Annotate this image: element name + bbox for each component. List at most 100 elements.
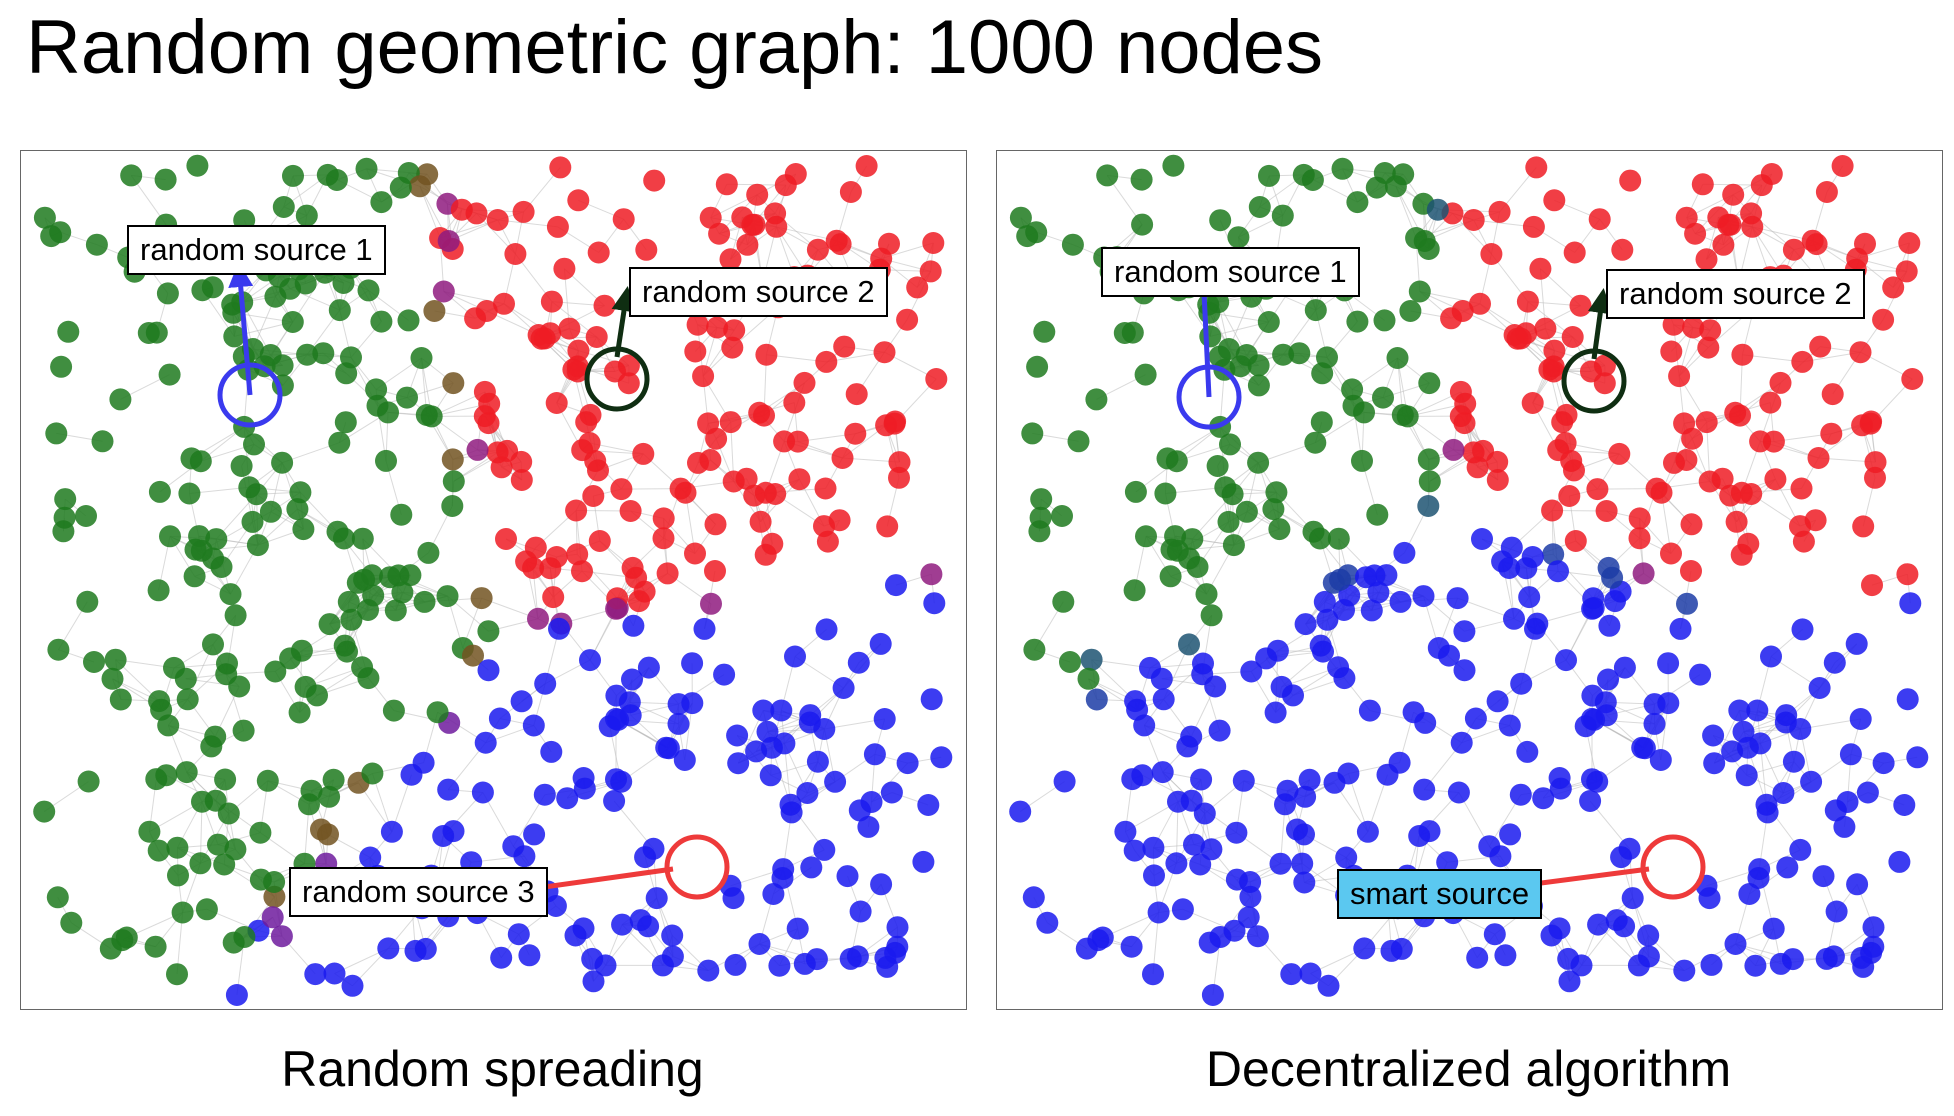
graph-node (1728, 699, 1751, 722)
graph-node (1516, 290, 1539, 313)
graph-node (1366, 503, 1389, 526)
graph-node (1085, 388, 1108, 411)
graph-node (1789, 718, 1812, 740)
graph-node (1282, 684, 1304, 707)
graph-node (189, 450, 212, 473)
graph-node (1486, 469, 1509, 491)
graph-node (264, 285, 287, 308)
graph-node (1608, 442, 1631, 465)
graph-node (844, 422, 867, 445)
graph-node (1351, 449, 1373, 472)
graph-node (1206, 455, 1229, 477)
graph-node (189, 852, 212, 875)
graph-node (869, 632, 892, 655)
graph-node (1021, 422, 1044, 445)
graph-node (1346, 191, 1369, 214)
graph-node (1304, 431, 1327, 454)
graph-node (178, 482, 201, 505)
graph-node (47, 638, 70, 661)
graph-node (357, 667, 380, 690)
graph-node (1276, 779, 1299, 802)
graph-node (1649, 749, 1672, 771)
graph-node (224, 604, 247, 627)
graph-node (312, 342, 335, 365)
graph-node (486, 209, 509, 231)
graph-node (839, 947, 862, 970)
graph-node (923, 592, 946, 615)
graph-node (1500, 536, 1523, 559)
graph-node (771, 867, 794, 889)
graph-node (1697, 336, 1720, 359)
graph-node (1510, 672, 1533, 695)
node-layer (1009, 154, 1929, 1006)
graph-node (1682, 316, 1705, 339)
graph-node (230, 455, 253, 477)
graph-node (282, 164, 304, 187)
graph-node (1313, 590, 1336, 613)
graph-node (1849, 708, 1872, 730)
graph-node (1809, 335, 1832, 358)
graph-node (1856, 781, 1879, 804)
graph-node (328, 431, 351, 454)
graph-node (1239, 871, 1262, 893)
graph-node (176, 688, 199, 711)
graph-node (1272, 343, 1295, 366)
graph-node (681, 652, 704, 675)
graph-node (1719, 484, 1742, 507)
graph-node (243, 433, 265, 456)
graph-node (545, 392, 568, 414)
graph-node (1789, 515, 1811, 538)
graph-node (249, 821, 272, 844)
graph-node (1298, 768, 1321, 791)
graph-node (1486, 450, 1509, 473)
graph-node (1680, 560, 1702, 582)
graph-node (1820, 422, 1843, 445)
graph-node (1769, 952, 1792, 975)
graph-node (587, 241, 610, 264)
graph-node (1396, 405, 1419, 428)
graph-panel-decentralized: random source 1 random source 2 smart so… (996, 150, 1943, 1010)
graph-node (1746, 699, 1769, 722)
graph-node (1219, 433, 1241, 456)
graph-node (753, 404, 775, 427)
graph-node (1901, 368, 1924, 390)
graph-node (1265, 481, 1288, 504)
graph-node (370, 191, 393, 214)
graph-node (1426, 198, 1449, 221)
graph-node (759, 764, 782, 787)
graph-node (1266, 639, 1289, 662)
graph-node (1264, 701, 1287, 724)
graph-node (436, 585, 459, 608)
graph-node (1483, 923, 1506, 946)
graph-node (353, 568, 376, 591)
graph-node (567, 339, 590, 362)
graph-node (1009, 206, 1032, 229)
graph-node (1558, 970, 1581, 993)
graph-node (715, 173, 738, 196)
graph-node (1280, 963, 1303, 986)
graph-node (637, 656, 660, 679)
graph-node (1353, 937, 1376, 960)
graph-node (1418, 820, 1441, 843)
graph-node (1386, 347, 1409, 369)
graph-node (1358, 699, 1381, 722)
graph-node (749, 510, 772, 533)
graph-node (1691, 173, 1714, 196)
graph-node (593, 294, 616, 317)
graph-node (705, 427, 728, 450)
graph-node (1516, 740, 1539, 763)
graph-node (1393, 541, 1416, 564)
graph-node (1442, 438, 1465, 461)
graph-node (1304, 299, 1327, 322)
graph-node (1722, 183, 1745, 206)
graph-node (1413, 230, 1436, 252)
graph-node (1294, 785, 1317, 808)
graph-node (643, 169, 666, 192)
graph-node (213, 853, 236, 876)
graph-node (46, 886, 69, 909)
graph-node (605, 707, 627, 730)
graph-node (441, 448, 464, 471)
graph-node (281, 311, 304, 333)
source-label-2: random source 2 (1606, 269, 1865, 320)
graph-node (870, 247, 893, 270)
